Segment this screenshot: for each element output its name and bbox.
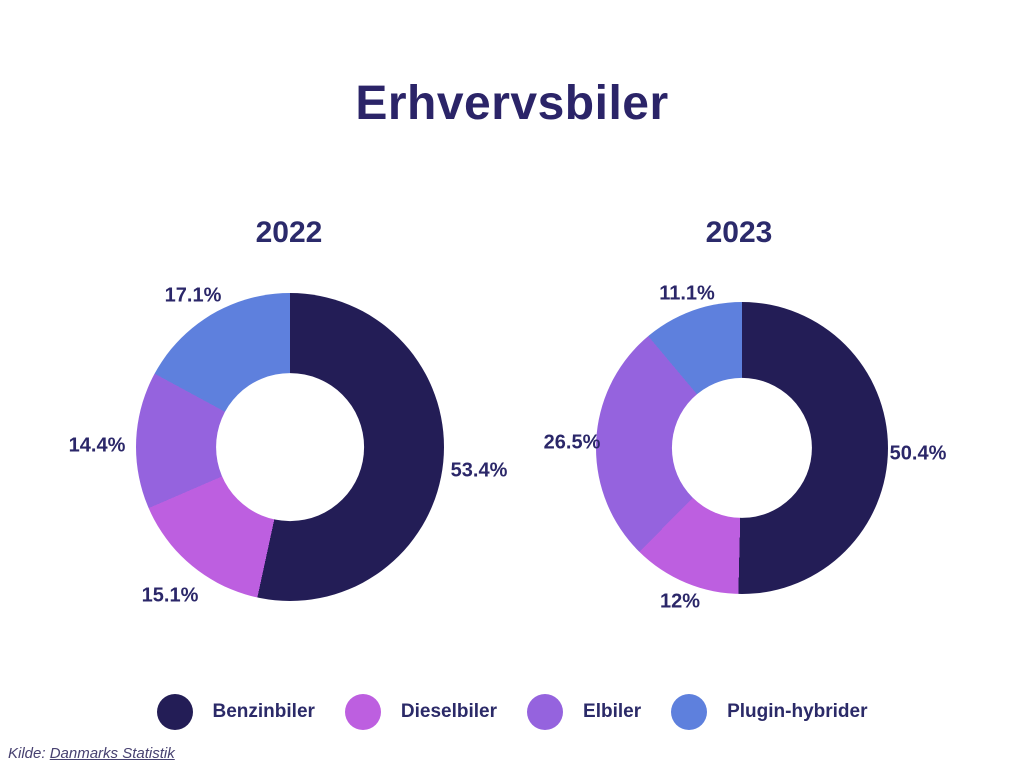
slice-label-plugin-hybrider-2022: 17.1% (164, 284, 222, 307)
slice-label-benzinbiler-2023: 50.4% (889, 442, 947, 465)
legend-label-dieselbiler: Dieselbiler (400, 701, 498, 722)
legend-item-elbiler: Elbiler (527, 694, 641, 730)
slice-label-elbiler-2022: 14.4% (68, 434, 126, 457)
chart-subtitle-2022: 2022 (255, 216, 323, 249)
slice-label-dieselbiler-2023: 12% (659, 590, 701, 613)
source-attribution: Kilde: Danmarks Statistik (8, 745, 175, 762)
legend-label-plugin-hybrider: Plugin-hybrider (727, 701, 868, 722)
chart-subtitle-2023: 2023 (705, 216, 773, 249)
donut-hole-2022 (216, 373, 364, 521)
legend-label-elbiler: Elbiler (583, 701, 642, 722)
legend-swatch-plugin-hybrider-icon (671, 694, 708, 730)
legend-swatch-benzinbiler-icon (156, 694, 193, 730)
slice-label-elbiler-2023: 26.5% (543, 431, 601, 454)
source-prefix: Kilde: (8, 745, 50, 762)
donut-hole-2023 (671, 377, 813, 519)
slice-label-dieselbiler-2022: 15.1% (141, 584, 199, 607)
slice-label-plugin-hybrider-2023: 11.1% (659, 282, 715, 305)
legend-label-benzinbiler: Benzinbiler (212, 701, 315, 722)
legend-item-benzinbiler: Benzinbiler (156, 694, 315, 730)
slice-label-benzinbiler-2022: 53.4% (450, 459, 508, 482)
legend-item-dieselbiler: Dieselbiler (344, 694, 498, 730)
legend-item-plugin-hybrider: Plugin-hybrider (671, 694, 868, 730)
legend-swatch-dieselbiler-icon (344, 694, 381, 730)
page-title: Erhvervsbiler (355, 77, 669, 130)
legend: Benzinbiler Dieselbiler Elbiler Plugin-h… (0, 694, 1024, 730)
source-link[interactable]: Danmarks Statistik (49, 745, 175, 762)
legend-swatch-elbiler-icon (527, 694, 564, 730)
donut-chart-2022 (136, 293, 444, 601)
donut-chart-2023 (596, 302, 888, 594)
